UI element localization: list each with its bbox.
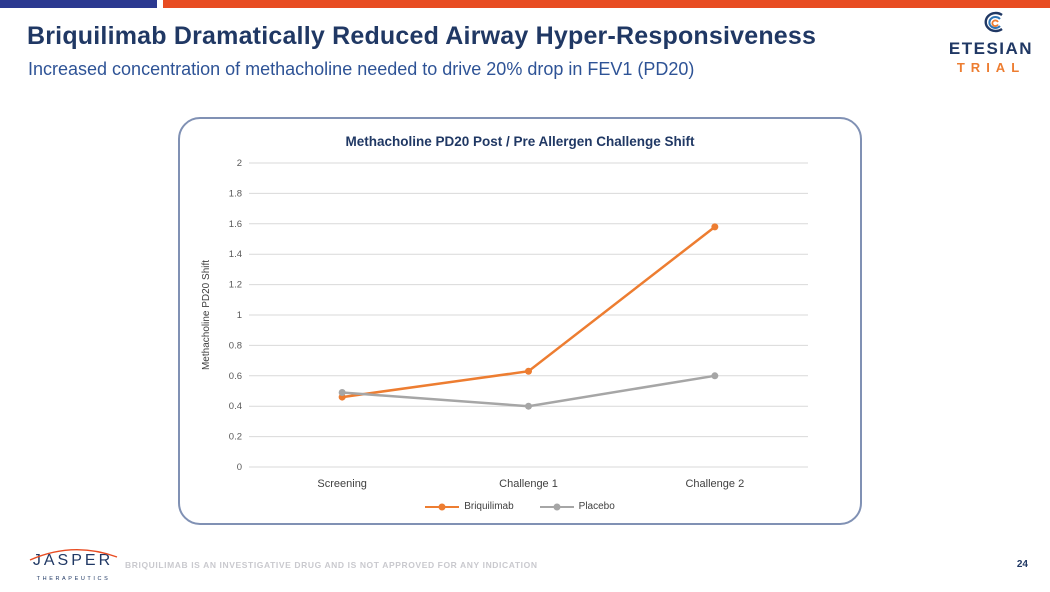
jasper-sub: THERAPEUTICS	[36, 576, 111, 582]
etesian-logo: ETESIAN TRIAL	[944, 8, 1038, 75]
line-chart: 0 0.2 0.4 0.6 0.8 1 1.2 1.4 1.6 1.8 2 Methacholine …	[201, 158, 808, 490]
legend-dot-icon	[438, 503, 446, 510]
legend-item-placebo: Placebo	[539, 501, 615, 512]
data-point-briquilimab	[525, 367, 532, 375]
legend-marker-icon	[425, 503, 460, 510]
y-tick-label: 0	[237, 462, 242, 473]
chart-legend: Briquilimab Placebo	[180, 501, 860, 512]
jasper-wordmark-icon: JASPER	[29, 549, 118, 569]
y-axis-title: Methacholine PD20 Shift	[201, 260, 212, 370]
page-subtitle: Increased concentration of methacholine …	[28, 59, 695, 79]
x-category-label: Challenge 2	[685, 478, 744, 490]
etesian-swirl-icon	[984, 11, 1003, 33]
etesian-trial: TRIAL	[956, 60, 1026, 75]
chart-panel: Methacholine PD20 Post / Pre Allergen Ch…	[178, 117, 862, 525]
data-point-placebo	[338, 389, 346, 397]
jasper-logo: JASPER THERAPEUTICS	[26, 548, 121, 582]
y-tick-label: 1	[237, 310, 242, 321]
y-tick-label: 1.6	[229, 219, 242, 230]
data-point-briquilimab	[711, 223, 719, 231]
series-line-placebo	[342, 374, 716, 408]
jasper-swoosh-icon	[29, 549, 118, 561]
y-tick-label: 0.2	[229, 432, 242, 443]
legend-label: Briquilimab	[464, 501, 514, 512]
page-title: Briquilimab Dramatically Reduced Airway …	[27, 22, 817, 50]
x-category-label: Screening	[317, 478, 367, 490]
y-tick-label: 0.4	[229, 401, 242, 412]
y-tick-label: 1.4	[229, 249, 242, 260]
jasper-name: JASPER	[33, 552, 113, 569]
top-stripe-blue	[0, 0, 157, 8]
y-tick-label: 1.8	[229, 188, 242, 199]
x-category-label: Challenge 1	[499, 478, 558, 490]
legend-item-briquilimab: Briquilimab	[425, 501, 514, 512]
y-tick-label: 0.8	[229, 340, 242, 351]
y-tick-label: 1.2	[229, 280, 242, 291]
y-tick-label: 0.6	[229, 371, 242, 382]
legend-marker-icon	[539, 503, 574, 510]
footer-disclaimer: BRIQUILIMAB IS AN INVESTIGATIVE DRUG AND…	[125, 560, 538, 570]
data-point-placebo	[525, 402, 532, 410]
legend-dot-icon	[553, 503, 561, 510]
chart-title: Methacholine PD20 Post / Pre Allergen Ch…	[345, 134, 695, 149]
legend-label: Placebo	[578, 501, 615, 512]
data-point-placebo	[711, 372, 719, 380]
etesian-name: ETESIAN	[948, 39, 1034, 58]
page-number: 24	[1016, 559, 1028, 570]
top-stripe-red	[163, 0, 1050, 8]
y-tick-label: 2	[237, 158, 242, 169]
